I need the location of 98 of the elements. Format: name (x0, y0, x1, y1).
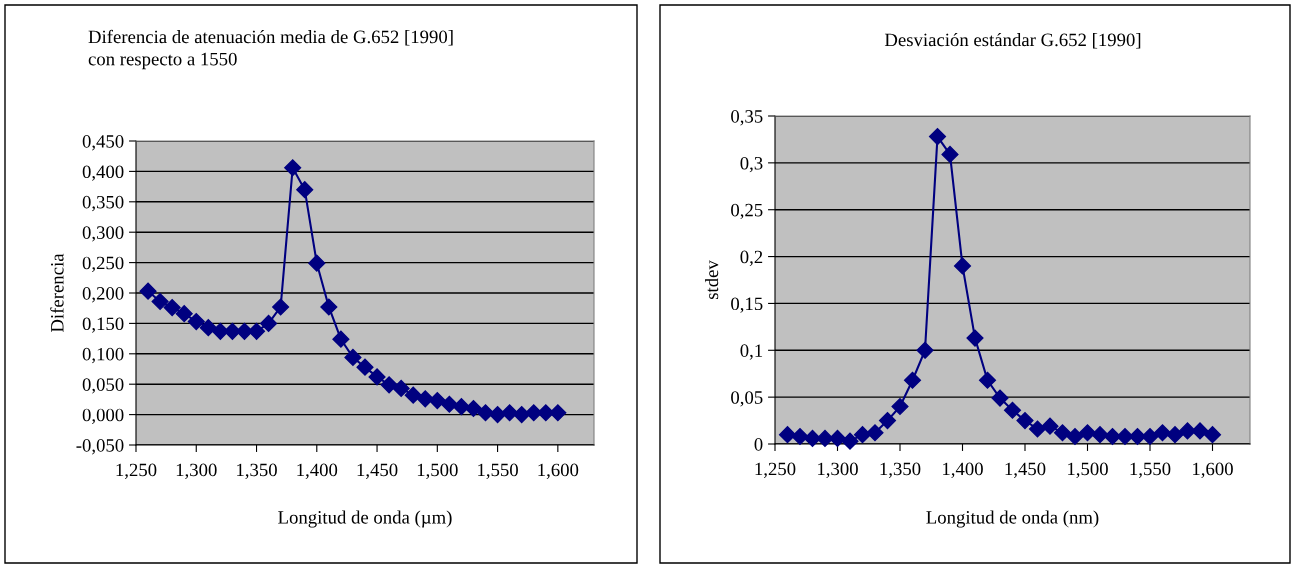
point (260, 314, 278, 332)
point (1053, 424, 1072, 442)
point (452, 398, 470, 416)
point (1153, 424, 1172, 442)
point (464, 399, 483, 418)
point (1141, 427, 1159, 446)
point (380, 376, 398, 394)
x-tick-label: 1,350 (237, 463, 277, 479)
y-tick-label: 0,000 (82, 408, 124, 424)
point (1003, 401, 1022, 419)
chart-title: Diferencia de atenuación media de G.652 [1990] con respecto a 1550 (88, 29, 453, 70)
y-tick-label: 0,25 (731, 203, 763, 220)
point (392, 379, 410, 398)
y-tick-label: 0,150 (82, 317, 124, 333)
y-tick-label: 0,1 (740, 344, 763, 360)
y-tick-label: 0,3 (740, 156, 763, 173)
point (272, 298, 290, 316)
point (211, 322, 229, 340)
point (368, 368, 386, 386)
point (175, 305, 193, 323)
point (841, 432, 859, 450)
point (1203, 426, 1222, 444)
x-axis-title: Longitud de onda (nm) (926, 510, 1099, 528)
x-tick-label: 1,300 (176, 463, 217, 479)
point (187, 313, 205, 331)
point (791, 427, 809, 446)
x-axis-title: Longitud de onda (µm) (278, 510, 452, 528)
point (320, 298, 338, 316)
y-axis-title: stdev (705, 260, 719, 300)
y-tick-label: 0,05 (731, 391, 763, 407)
point (139, 282, 157, 300)
point (866, 424, 884, 442)
point (1041, 417, 1059, 435)
point (199, 319, 217, 337)
point (151, 292, 169, 311)
y-tick-label: 0,050 (82, 378, 124, 394)
y-tick-label: 0,250 (82, 256, 124, 272)
point (284, 159, 302, 177)
y-tick-label: 0,35 (731, 110, 763, 126)
x-tick-label: 1,400 (297, 463, 338, 479)
point (953, 257, 972, 275)
point (404, 386, 422, 404)
chart-title: Desviación estándar G.652 [1990] (884, 32, 1141, 49)
x-tick-label: 1,600 (538, 463, 579, 479)
y-tick-label: 0,300 (82, 226, 124, 242)
point (356, 358, 374, 376)
x-tick-label: 1,300 (818, 462, 858, 478)
point (428, 392, 446, 410)
point (513, 406, 531, 424)
point (549, 404, 567, 422)
point (332, 330, 350, 348)
point (501, 404, 519, 422)
y-tick-label: 0,2 (740, 250, 763, 266)
point (1191, 422, 1209, 440)
point (1028, 420, 1047, 438)
point (941, 145, 959, 163)
point (816, 429, 834, 447)
point (1166, 426, 1184, 444)
y-tick-label: -0,050 (76, 439, 124, 455)
point (878, 412, 897, 430)
point (903, 371, 922, 389)
point (416, 390, 434, 408)
point (978, 371, 997, 389)
x-tick-label: 1,500 (417, 463, 458, 479)
y-tick-label: 0 (754, 438, 763, 451)
y-tick-label: 0,400 (82, 165, 124, 181)
point (891, 397, 909, 416)
point (308, 254, 326, 272)
point (991, 389, 1009, 407)
point (1078, 424, 1097, 442)
point (916, 341, 934, 359)
point (163, 299, 181, 317)
y-tick-label: 0,100 (82, 347, 124, 364)
y-tick-label: 0,350 (82, 195, 124, 212)
x-tick-label: 1,250 (116, 463, 157, 479)
x-tick-label: 1,450 (1005, 462, 1046, 478)
y-axis-title: Diferencia (50, 253, 64, 333)
point (296, 181, 314, 199)
point (928, 128, 947, 146)
y-tick-label: 0,15 (731, 297, 763, 313)
x-tick-label: 1,550 (1130, 462, 1171, 478)
y-tick-label: 0,450 (82, 135, 124, 151)
y-tick-label: 0,200 (82, 287, 124, 303)
x-tick-label: 1,550 (478, 463, 518, 479)
point (1091, 426, 1109, 444)
x-tick-label: 1,250 (755, 462, 796, 478)
point (966, 329, 984, 347)
x-tick-label: 1,450 (357, 463, 398, 479)
x-tick-label: 1,350 (880, 462, 921, 478)
x-tick-label: 1,400 (943, 462, 983, 478)
x-tick-label: 1,600 (1193, 462, 1233, 478)
point (344, 348, 362, 367)
point (1016, 412, 1034, 430)
point (476, 404, 495, 422)
point (1066, 427, 1084, 446)
point (440, 395, 458, 413)
x-tick-label: 1,500 (1068, 462, 1108, 478)
point (489, 406, 507, 424)
